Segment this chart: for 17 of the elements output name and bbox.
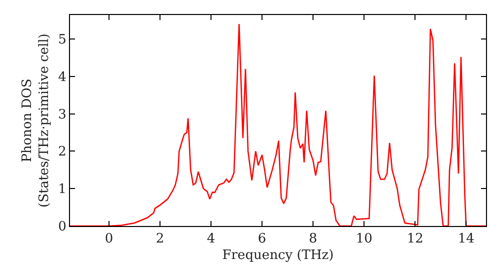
y-tick-label: 2 — [58, 144, 66, 160]
x-axis-title: Frequency (THz) — [222, 248, 334, 264]
y-tick-label: 4 — [58, 70, 66, 85]
x-tick-label: 6 — [258, 232, 266, 247]
x-tick-label: 4 — [206, 232, 216, 247]
y-tick-label: 1 — [58, 182, 66, 198]
x-tick-label: 14 — [458, 232, 474, 247]
y-tick-label: 3 — [58, 107, 66, 122]
y-axis-title: Phonon DOS (States/THz·primitive cell) — [20, 33, 52, 208]
x-tick-label: 10 — [356, 232, 372, 247]
line-series — [70, 23, 486, 226]
x-tick-label: 12 — [406, 232, 424, 247]
x-tick-label: 8 — [308, 232, 318, 247]
x-tick-label: 0 — [104, 232, 114, 247]
x-tick-label: 2 — [156, 232, 164, 247]
y-tick-label: 0 — [58, 220, 66, 235]
y-tick-label: 5 — [58, 32, 66, 48]
